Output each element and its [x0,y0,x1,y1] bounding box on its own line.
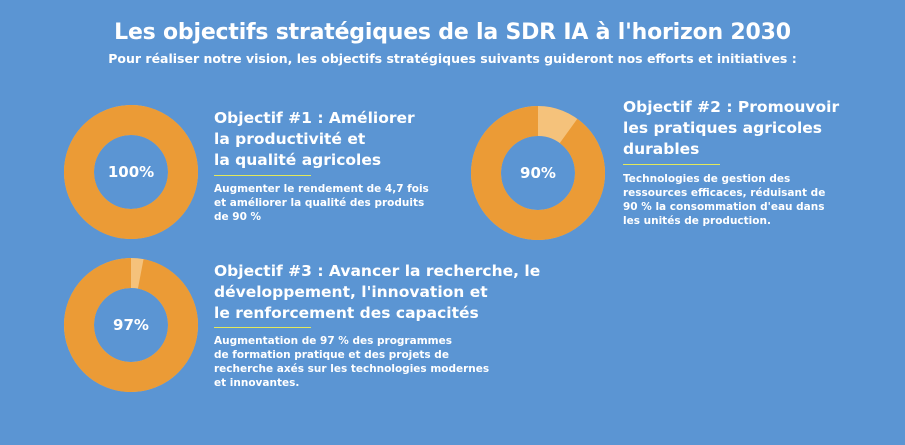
page-subtitle: Pour réaliser notre vision, les objectif… [108,51,797,66]
objective-2-donut: 90% [470,105,606,241]
objective-2-title-line: durables [623,140,700,158]
objective-2-desc-line: ressources efficaces, réduisant de [623,187,826,199]
objective-3-description: Augmentation de 97 % des programmes de f… [214,334,489,390]
objective-3-desc-line: Augmentation de 97 % des programmes [214,335,452,347]
objective-2-title: Objectif #2 : Promouvoir les pratiques a… [623,97,839,160]
objective-1-title-line: Objectif #1 : Améliorer [214,109,415,127]
objective-1-desc-line: et améliorer la qualité des produits [214,197,425,209]
objective-3-desc-line: recherche axés sur les technologies mode… [214,363,490,375]
objective-2-title-line: les pratiques agricoles [623,119,823,137]
objective-2-divider [623,164,720,165]
objective-1-description: Augmenter le rendement de 4,7 fois et am… [214,182,429,224]
objective-1-donut: 100% [63,104,199,240]
objective-3-desc-line: et innovantes. [214,377,300,389]
objective-2-ring-filled [471,106,605,240]
objective-1-title-line: la qualité agricoles [214,151,382,169]
objective-3-title-line: Objectif #3 : Avancer la recherche, le [214,262,541,280]
objective-2-percent: 90% [520,164,556,182]
objective-3-ring [64,258,198,392]
objective-2-description: Technologies de gestion des ressources e… [623,172,825,228]
objective-3-percent: 97% [113,316,149,334]
objective-2-ring [471,106,605,240]
objective-3-title-line: développement, l'innovation et [214,283,488,301]
objective-1-title-line: la productivité et [214,130,366,148]
objective-3-title-line: le renforcement des capacités [214,304,479,322]
objective-3-desc-line: de formation pratique et des projets de [214,349,449,361]
objective-1-ring-filled [64,105,198,239]
objective-1-ring [64,105,198,239]
objective-1-percent: 100% [107,163,155,181]
objective-2-desc-line: 90 % la consommation d'eau dans [623,201,825,213]
objective-3-title: Objectif #3 : Avancer la recherche, le d… [214,261,540,324]
page-title: Les objectifs stratégiques de la SDR IA … [114,20,791,45]
objective-1-divider [214,175,311,176]
objective-2-desc-line: Technologies de gestion des [623,173,791,185]
objective-2-desc-line: les unités de production. [623,215,771,227]
objective-3-ring-filled [64,258,198,392]
objective-3-divider [214,327,311,328]
objective-1-desc-line: Augmenter le rendement de 4,7 fois [214,183,429,195]
objective-1-desc-line: de 90 % [214,211,262,223]
objective-2-title-line: Objectif #2 : Promouvoir [623,98,840,116]
objective-3-donut: 97% [63,257,199,393]
objective-1-title: Objectif #1 : Améliorer la productivité … [214,108,415,171]
